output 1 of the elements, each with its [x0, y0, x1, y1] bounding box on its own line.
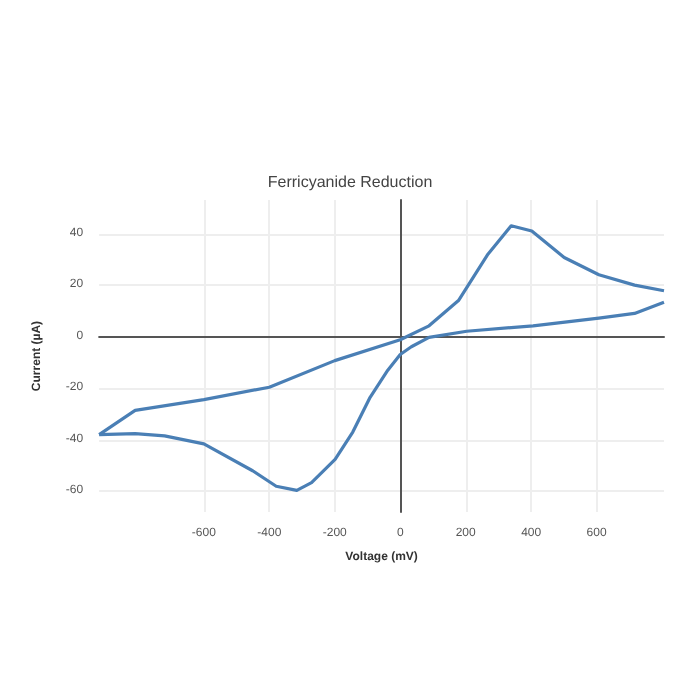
- chart-title: Ferricyanide Reduction: [267, 173, 433, 191]
